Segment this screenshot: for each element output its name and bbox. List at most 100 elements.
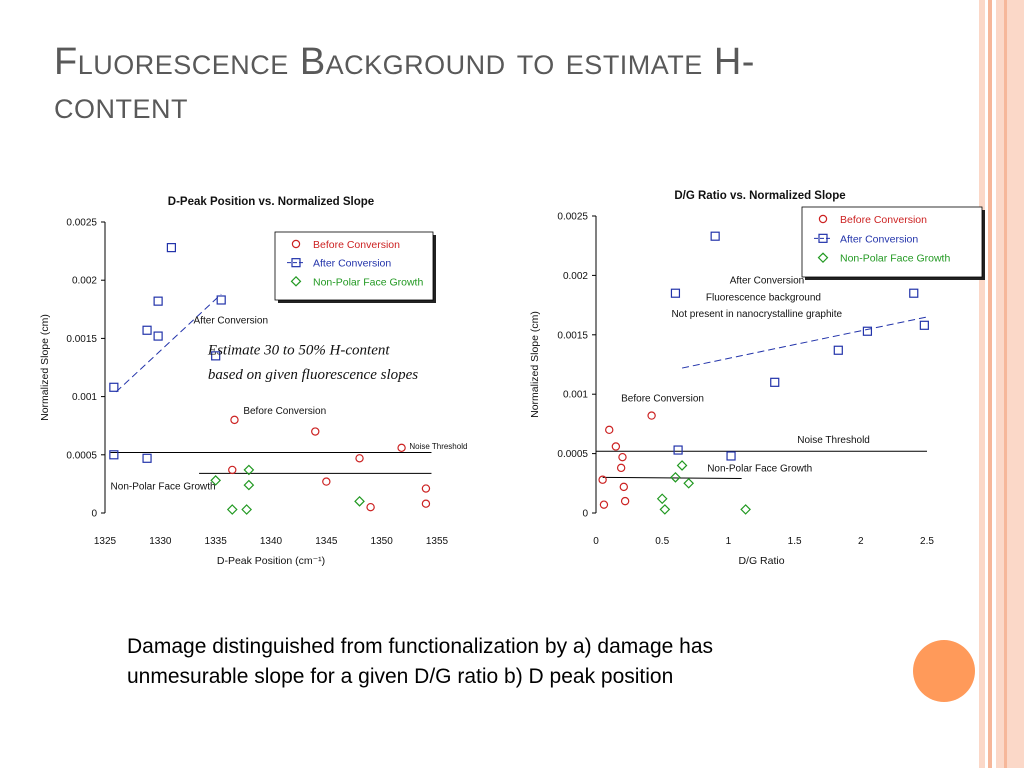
data-point-circle: [228, 465, 237, 475]
data-point-circle: [366, 502, 375, 512]
data-point-diamond: [656, 493, 668, 505]
x-tick-label: 0: [593, 536, 599, 547]
data-point-diamond: [243, 464, 255, 476]
x-axis-label: D/G Ratio: [738, 555, 784, 567]
legend-label: After Conversion: [840, 233, 918, 245]
x-tick-label: 1330: [149, 536, 172, 547]
decorative-strip-left: [979, 0, 985, 768]
y-tick-label: 0.002: [563, 271, 588, 282]
chart-annotation: Non-Polar Face Growth: [111, 482, 216, 493]
chart-annotation: Estimate 30 to 50% H-content: [207, 343, 390, 359]
data-point-circle: [619, 482, 629, 492]
data-point-square: [153, 331, 163, 341]
x-tick-label: 1355: [426, 536, 449, 547]
y-tick-label: 0.0015: [557, 330, 588, 341]
slide-caption: Damage distinguished from functionalizat…: [127, 632, 867, 692]
legend-marker-diamond: [817, 252, 829, 264]
y-tick-label: 0: [91, 509, 97, 520]
data-point-square: [216, 295, 226, 305]
data-point-circle: [421, 499, 431, 508]
data-point-square: [673, 445, 683, 455]
data-point-square: [919, 320, 929, 330]
data-point-square: [142, 325, 152, 335]
caption-line2: unmesurable slope for a given D/G ratio …: [127, 665, 674, 688]
y-tick-label: 0.001: [563, 390, 588, 401]
data-point-square: [726, 451, 736, 461]
x-tick-label: 2.5: [920, 536, 934, 547]
data-point-square: [710, 231, 720, 241]
decorative-orange-circle: [913, 640, 975, 702]
decorative-strip-accent: [1004, 0, 1007, 768]
y-tick-label: 0.0015: [66, 334, 97, 345]
data-point-square: [153, 296, 163, 306]
data-point-diamond: [226, 504, 238, 515]
chart-annotation: Noise Threshold: [409, 442, 467, 451]
chart-annotation: Before Conversion: [243, 406, 326, 417]
x-tick-label: 1335: [205, 536, 228, 547]
data-point-square: [166, 243, 176, 253]
data-point-diamond: [683, 477, 695, 489]
x-tick-label: 0.5: [655, 536, 669, 547]
x-tick-label: 1340: [260, 536, 283, 547]
x-tick-label: 1345: [315, 536, 338, 547]
data-point-square: [142, 453, 152, 463]
x-tick-label: 1: [726, 536, 732, 547]
data-point-circle: [598, 475, 607, 484]
data-point-circle: [620, 496, 630, 506]
chart-annotation: Noise Threshold: [797, 435, 870, 446]
chart-title: D-Peak Position vs. Normalized Slope: [168, 196, 374, 208]
data-point-circle: [647, 411, 656, 420]
data-point-square: [211, 351, 221, 361]
data-point-square: [770, 377, 780, 387]
legend-marker-circle: [818, 214, 828, 224]
decorative-strip-mid: [988, 0, 992, 768]
data-point-diamond: [676, 460, 688, 471]
caption-line1: Damage distinguished from functionalizat…: [127, 635, 714, 658]
data-point-circle: [611, 442, 621, 451]
data-point-diamond: [243, 479, 255, 491]
data-point-diamond: [670, 472, 681, 483]
legend-label: Before Conversion: [840, 214, 927, 226]
y-tick-label: 0.002: [72, 276, 97, 287]
trend-line: [681, 316, 928, 369]
data-point-square: [862, 326, 873, 336]
data-point-circle: [618, 452, 627, 462]
slide-title-line1: Fluorescence Background to estimate H-: [54, 41, 755, 83]
legend-marker-circle: [291, 239, 301, 249]
trend-line: [115, 293, 222, 393]
data-point-circle: [230, 415, 239, 425]
legend-marker-square: [818, 233, 828, 243]
y-tick-label: 0.001: [72, 392, 97, 403]
y-tick-label: 0.0005: [66, 450, 97, 461]
decorative-strip-right: [996, 0, 1024, 768]
data-point-circle: [355, 454, 364, 463]
legend-label: After Conversion: [313, 258, 391, 270]
x-tick-label: 1.5: [788, 536, 802, 547]
legend-box: [274, 231, 434, 301]
data-point-square: [109, 382, 119, 392]
y-axis-label: Normalized Slope (cm): [39, 314, 51, 421]
chart-annotation: based on given fluorescence slopes: [208, 367, 418, 383]
data-point-diamond: [354, 496, 365, 507]
data-point-circle: [616, 463, 626, 473]
chart-annotation: After Conversion: [730, 276, 804, 287]
chart-dg-ratio: D/G Ratio vs. Normalized Slope 0 0.0005 0.0…: [529, 190, 985, 567]
data-point-circle: [605, 425, 614, 435]
data-point-diamond: [210, 475, 222, 486]
chart-d-peak-position: D-Peak Position vs. Normalized Slope 0 0.0…: [39, 196, 467, 567]
chart-annotation: Fluorescence background: [706, 292, 821, 303]
data-point-diamond: [659, 504, 671, 515]
data-point-circle: [421, 484, 431, 493]
legend-marker-square: [291, 258, 301, 268]
y-tick-label: 0.0025: [66, 218, 97, 229]
y-tick-label: 0: [582, 509, 588, 520]
y-tick-label: 0.0005: [557, 449, 588, 460]
data-point-diamond: [740, 504, 751, 515]
legend-label: Non-Polar Face Growth: [313, 276, 423, 288]
legend-marker-diamond: [290, 275, 302, 287]
chart-annotation: Non-Polar Face Growth: [707, 463, 812, 474]
chart-annotation: Before Conversion: [621, 393, 704, 404]
data-point-circle: [322, 477, 331, 486]
data-point-square: [109, 450, 119, 460]
chart-annotation: Not present in nanocrystalline graphite: [671, 309, 842, 320]
